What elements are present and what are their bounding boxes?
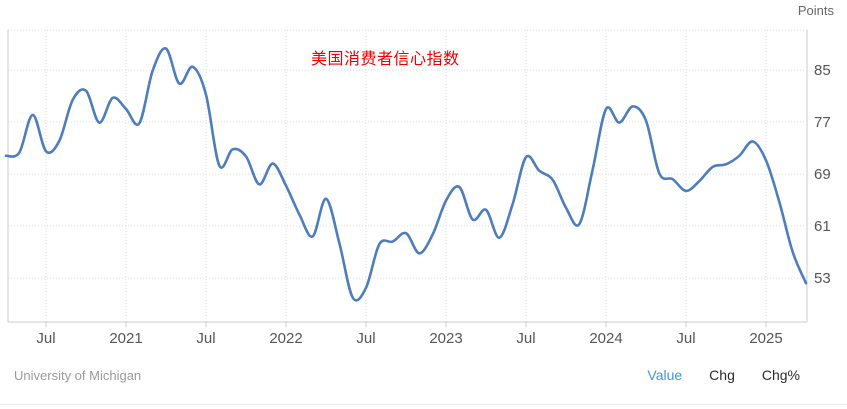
- x-axis-label: Jul: [36, 330, 55, 347]
- x-axis-label: Jul: [196, 330, 215, 347]
- x-axis-label: Jul: [516, 330, 535, 347]
- bottom-divider: [0, 404, 847, 405]
- x-axis-label: Jul: [676, 330, 695, 347]
- chart-footer: University of Michigan Value Chg Chg%: [0, 358, 847, 392]
- tab-chg[interactable]: Chg: [709, 367, 735, 383]
- x-axis-label: Jul: [356, 330, 375, 347]
- y-axis-label: 69: [814, 166, 831, 183]
- y-axis-label: 61: [814, 218, 831, 235]
- x-axis-label: 2022: [269, 330, 302, 347]
- x-axis-label: 2025: [749, 330, 782, 347]
- x-axis-label: 2024: [589, 330, 622, 347]
- y-axis-label: 77: [814, 114, 831, 131]
- x-axis-label: 2021: [109, 330, 142, 347]
- tab-value[interactable]: Value: [647, 367, 683, 383]
- x-axis-label: 2023: [429, 330, 462, 347]
- tab-chgpct[interactable]: Chg%: [761, 367, 800, 383]
- y-axis-label: 85: [814, 62, 831, 79]
- line-chart-plot[interactable]: 85 77 69 61 53 Jul 2021 Jul 2022 Jul 2023 Jul 2024 Ju…: [0, 0, 847, 352]
- y-axis-units-label: Points: [797, 3, 834, 18]
- source-label: University of Michigan: [14, 367, 142, 383]
- chart-title: 美国消费者信心指数: [311, 51, 460, 68]
- sentiment-series-line: [4, 47, 808, 302]
- footer-tabs: Value Chg Chg%: [647, 367, 800, 383]
- y-axis-label: 53: [814, 270, 831, 287]
